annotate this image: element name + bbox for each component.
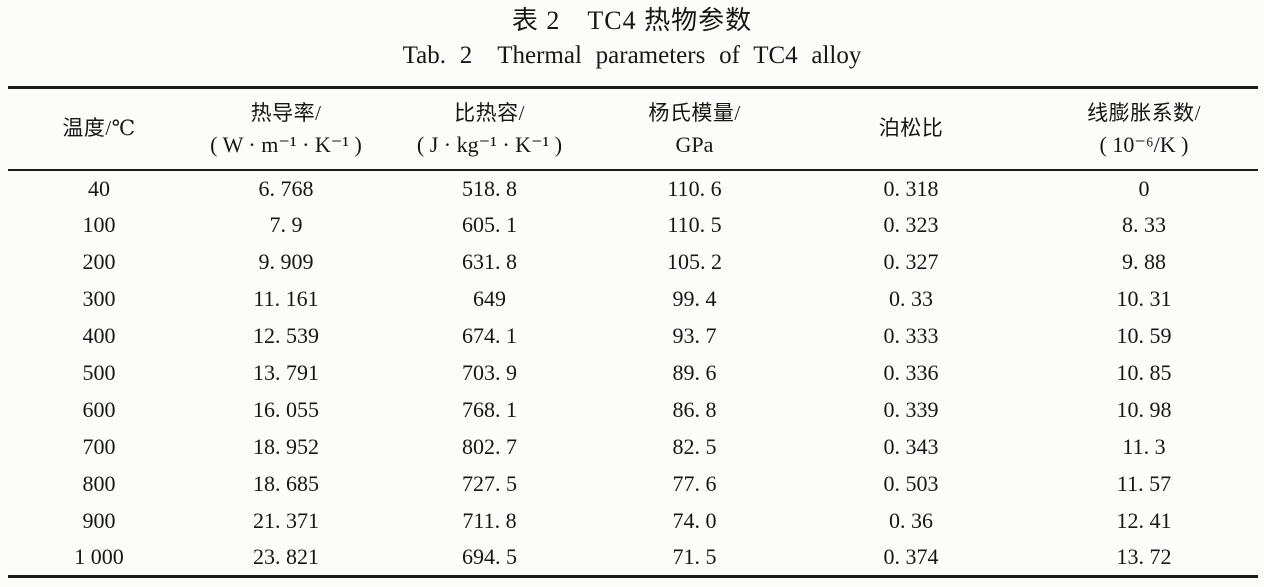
col-header-specific-heat-unit: ( J · kg⁻¹ · K⁻¹ ) [416,131,563,157]
table-cell: 200 [82,249,116,274]
table-cell: 0. 318 [883,175,939,201]
table-cell: 21. 371 [253,508,319,533]
table-cell: 40 [88,175,110,201]
col-header-youngs-modulus-unit: GPa [675,131,714,157]
table-row: 800 18. 685 727. 5 77. 6 0. 503 11. 57 [8,466,1258,503]
table-cell: 99. 4 [672,286,717,311]
table-row: 400 12. 539 674. 1 93. 7 0. 333 10. 59 [8,318,1258,355]
header-row: 温度/℃ 热导率/ ( W · m⁻¹ · K⁻¹ ) 比热容/ ( J · k… [8,88,1258,170]
table-cell: 0 [1138,175,1150,201]
table-cell: 6. 768 [258,175,314,201]
table-cell: 600 [82,397,116,422]
table-cell: 400 [82,323,116,348]
table-cell: 93. 7 [672,323,717,348]
table-cell: 900 [82,508,116,533]
table-cell: 768. 1 [462,397,517,422]
table-cell: 18. 952 [253,434,319,459]
thermal-parameters-table: 温度/℃ 热导率/ ( W · m⁻¹ · K⁻¹ ) 比热容/ ( J · k… [8,86,1258,578]
col-header-thermal-conductivity-unit: ( W · m⁻¹ · K⁻¹ ) [210,131,362,157]
table-cell: 0. 323 [883,212,939,237]
table-row: 200 9. 909 631. 8 105. 2 0. 327 9. 88 [8,244,1258,281]
table-cell: 10. 85 [1116,360,1172,385]
table-cell: 16. 055 [253,397,319,422]
col-header-poissons-ratio: 泊松比 [792,88,1030,170]
col-header-temperature: 温度/℃ [8,88,190,170]
table-cell: 8. 33 [1122,212,1166,237]
col-header-specific-heat: 比热容/ ( J · kg⁻¹ · K⁻¹ ) [382,88,597,170]
table-cell: 82. 5 [672,434,717,459]
table-cell: 74. 0 [672,508,717,533]
table-cell: 10. 31 [1116,286,1172,311]
table-cell: 800 [82,471,116,496]
col-header-temperature-label: 温度/℃ [62,116,136,141]
table-cell: 0. 503 [883,471,939,496]
table-cell: 10. 59 [1116,323,1172,348]
table-cell: 674. 1 [462,323,517,348]
table-cell: 0. 374 [883,544,939,570]
table-row: 300 11. 161 649 99. 4 0. 33 10. 31 [8,281,1258,318]
table-cell: 703. 9 [462,360,517,385]
table-row: 900 21. 371 711. 8 74. 0 0. 36 12. 41 [8,503,1258,540]
table-cell: 110. 5 [667,212,722,237]
col-header-youngs-modulus: 杨氏模量/ GPa [597,88,792,170]
col-header-specific-heat-label: 比热容/ [454,100,525,125]
table-cell: 300 [82,286,116,311]
table-cell: 711. 8 [462,508,517,533]
table-cell: 11. 57 [1116,471,1172,496]
table-cell: 0. 333 [883,323,939,348]
col-header-poissons-ratio-label: 泊松比 [878,116,944,141]
table-cell: 518. 8 [462,175,517,201]
table-cell: 100 [82,212,116,237]
table-cell: 105. 2 [667,249,722,274]
col-header-youngs-modulus-label: 杨氏模量/ [648,100,741,125]
table-cell: 0. 33 [889,286,933,311]
table-cell: 110. 6 [667,175,722,201]
table-cell: 13. 791 [253,360,319,385]
table-cell: 802. 7 [462,434,517,459]
table-cell: 77. 6 [672,471,717,496]
table-cell: 18. 685 [253,471,319,496]
table-row: 1 000 23. 821 694. 5 71. 5 0. 374 13. 72 [8,540,1258,577]
table-cell: 11. 161 [253,286,319,311]
table-cell: 86. 8 [672,397,717,422]
table-row: 600 16. 055 768. 1 86. 8 0. 339 10. 98 [8,392,1258,429]
table-cell: 9. 909 [258,249,314,274]
table-cell: 12. 41 [1116,508,1172,533]
table-cell: 71. 5 [672,544,717,570]
table-cell: 7. 9 [269,212,303,237]
table-cell: 12. 539 [253,323,319,348]
table-cell: 727. 5 [462,471,517,496]
table-cell: 0. 339 [883,397,939,422]
table-cell: 500 [82,360,116,385]
table-row: 100 7. 9 605. 1 110. 5 0. 323 8. 33 [8,207,1258,244]
table-row: 500 13. 791 703. 9 89. 6 0. 336 10. 85 [8,355,1258,392]
table-cell: 11. 3 [1122,434,1166,459]
table-cell: 23. 821 [253,544,319,570]
table-cell: 1 000 [74,544,124,570]
col-header-linear-expansion-unit: ( 10⁻⁶/K ) [1099,131,1189,157]
table-cell: 649 [473,286,506,311]
col-header-thermal-conductivity-label: 热导率/ [250,100,322,125]
table-cell: 13. 72 [1116,544,1172,570]
table-cell: 89. 6 [672,360,717,385]
table-cell: 605. 1 [462,212,517,237]
table-cell: 0. 336 [883,360,939,385]
table-cell: 0. 327 [883,249,939,274]
table-cell: 10. 98 [1116,397,1172,422]
table-cell: 694. 5 [462,544,517,570]
col-header-linear-expansion-label: 线膨胀系数/ [1087,100,1201,125]
col-header-thermal-conductivity: 热导率/ ( W · m⁻¹ · K⁻¹ ) [190,88,382,170]
table-row: 700 18. 952 802. 7 82. 5 0. 343 11. 3 [8,429,1258,466]
table-cell: 700 [82,434,116,459]
table-caption-zh: 表 2 TC4 热物参数 [511,6,753,35]
table-cell: 0. 343 [883,434,939,459]
table-row: 40 6. 768 518. 8 110. 6 0. 318 0 [8,170,1258,207]
col-header-linear-expansion: 线膨胀系数/ ( 10⁻⁶/K ) [1030,88,1258,170]
table-cell: 0. 36 [889,508,933,533]
table-caption-en: Tab. 2 Thermal parameters of TC4 alloy [402,42,862,69]
table-cell: 631. 8 [462,249,517,274]
table-cell: 9. 88 [1122,249,1166,274]
